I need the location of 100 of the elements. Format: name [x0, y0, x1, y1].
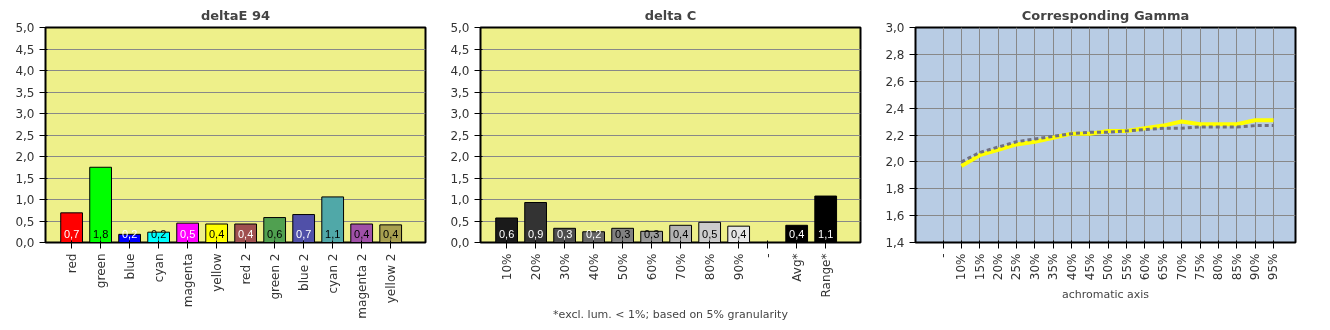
y-tick-label: 2,0 — [15, 150, 35, 164]
x-tick-label: - — [936, 253, 951, 258]
y-tick-label: 5,0 — [15, 21, 35, 35]
x-tick-label: 10% — [499, 253, 514, 281]
data-label: 0,4 — [209, 227, 225, 240]
data-label: 0,4 — [383, 227, 399, 240]
y-tick-label: 3,5 — [450, 85, 470, 100]
data-label: 0,9 — [527, 227, 544, 240]
data-label: 0,5 — [702, 227, 718, 240]
data-label: 1,8 — [92, 227, 109, 240]
data-label: 0,3 — [556, 227, 573, 240]
y-tick-label: 2,6 — [885, 74, 905, 89]
x-tick-label: 30% — [1027, 253, 1042, 281]
y-tick-label: 1,4 — [885, 236, 905, 250]
x-tick-label: 25% — [1009, 253, 1024, 281]
x-tick-label: 95% — [1266, 253, 1281, 281]
y-tick-label: 1,6 — [885, 209, 905, 224]
chart-title: delta C — [644, 7, 697, 23]
x-tick-label: blue — [122, 253, 137, 280]
x-tick-label: 50% — [615, 253, 630, 281]
y-tick-label: 0,0 — [450, 236, 470, 250]
x-tick-label: 30% — [557, 253, 572, 281]
x-tick-label: yellow — [209, 253, 224, 292]
y-tick-label: 3,5 — [15, 85, 35, 100]
x-tick-label: 65% — [1156, 253, 1171, 281]
y-tick-label: 0,5 — [15, 214, 35, 229]
x-tick-label: magenta 2 — [354, 253, 369, 319]
data-label: 1,1 — [818, 227, 834, 240]
x-tick-label: Avg* — [789, 253, 804, 282]
y-tick-label: 2,8 — [885, 47, 905, 62]
y-tick-label: 2,5 — [450, 128, 470, 143]
y-tick-label: 4,0 — [15, 64, 35, 78]
x-tick-label: cyan 2 — [325, 253, 340, 294]
y-tick-label: 1,0 — [15, 193, 35, 207]
y-tick-label: 3,0 — [885, 21, 905, 35]
x-tick-label: 20% — [528, 253, 543, 281]
y-tick-label: 2,0 — [885, 155, 905, 170]
x-tick-label: magenta — [180, 253, 195, 308]
y-tick-label: 2,5 — [15, 128, 35, 143]
data-label: 1,1 — [325, 227, 341, 240]
x-tick-label: Range* — [818, 253, 833, 298]
y-tick-label: 2,2 — [885, 128, 905, 143]
x-tick-label: 60% — [1137, 253, 1152, 281]
x-tick-label: red — [64, 253, 79, 274]
x-tick-label: red 2 — [238, 253, 253, 285]
x-tick-label: 75% — [1193, 253, 1208, 281]
x-tick-label: 50% — [1101, 253, 1116, 281]
y-tick-label: 1,5 — [450, 171, 470, 186]
line-series — [959, 124, 1275, 164]
x-tick-label: 10% — [954, 253, 969, 281]
data-label: 0,4 — [789, 227, 805, 240]
x-tick-label: 90% — [1248, 253, 1263, 281]
data-label: 0,4 — [731, 227, 747, 240]
data-label: 0,4 — [238, 227, 254, 240]
y-tick-label: 2,4 — [885, 101, 905, 116]
chart-title: deltaE 94 — [200, 7, 271, 23]
x-axis-title: achromatic axis — [1061, 288, 1150, 302]
y-tick-label: 0,0 — [15, 236, 35, 250]
x-tick-label: 55% — [1119, 253, 1134, 281]
x-tick-label: 80% — [702, 253, 717, 281]
x-tick-label: 85% — [1229, 253, 1244, 281]
x-tick-label: yellow 2 — [383, 253, 398, 304]
y-tick-label: 3,0 — [15, 107, 35, 121]
x-tick-label: 35% — [1046, 253, 1061, 281]
text: *excl. lum. < 1%; based on 5% granularity — [553, 307, 789, 321]
y-tick-label: 3,0 — [450, 107, 470, 121]
x-tick-label: green 2 — [267, 253, 282, 300]
y-tick-label: 2,0 — [450, 150, 470, 164]
data-label: 0,4 — [354, 227, 370, 240]
data-label: 0,3 — [614, 227, 631, 240]
y-tick-label: 1,5 — [15, 171, 35, 186]
x-tick-label: 45% — [1082, 253, 1097, 281]
data-label: 0,6 — [267, 227, 283, 240]
y-tick-label: 4,0 — [450, 64, 470, 78]
x-tick-label: 40% — [1064, 253, 1079, 281]
x-tick-label: 20% — [991, 253, 1006, 281]
x-tick-label: 60% — [644, 253, 659, 281]
x-tick-label: 15% — [972, 253, 987, 281]
y-tick-label: 1,8 — [885, 182, 905, 197]
data-label: 0,2 — [585, 227, 602, 240]
y-tick-label: 4,5 — [15, 42, 35, 57]
x-tick-label: cyan — [151, 253, 166, 283]
y-tick-label: 1,0 — [450, 193, 470, 207]
y-tick-label: 5,0 — [450, 21, 470, 35]
data-label: 0,7 — [63, 227, 80, 240]
x-tick-label: 80% — [1211, 253, 1226, 281]
data-label: 0,6 — [498, 227, 515, 240]
x-tick-label: blue 2 — [296, 253, 311, 291]
data-label: 0,5 — [179, 227, 196, 240]
y-tick-label: 4,5 — [450, 42, 470, 57]
chart-title: Corresponding Gamma — [1021, 7, 1190, 23]
x-tick-label: green — [93, 253, 108, 289]
x-tick-label: 40% — [586, 253, 601, 281]
x-tick-label: 90% — [731, 253, 746, 281]
x-tick-label: - — [760, 253, 775, 258]
y-tick-label: 0,5 — [450, 214, 470, 229]
data-label: 0,4 — [673, 227, 689, 240]
data-label: 0,7 — [296, 227, 312, 240]
data-label: 0,2 — [121, 227, 138, 240]
x-tick-label: 70% — [673, 253, 688, 281]
